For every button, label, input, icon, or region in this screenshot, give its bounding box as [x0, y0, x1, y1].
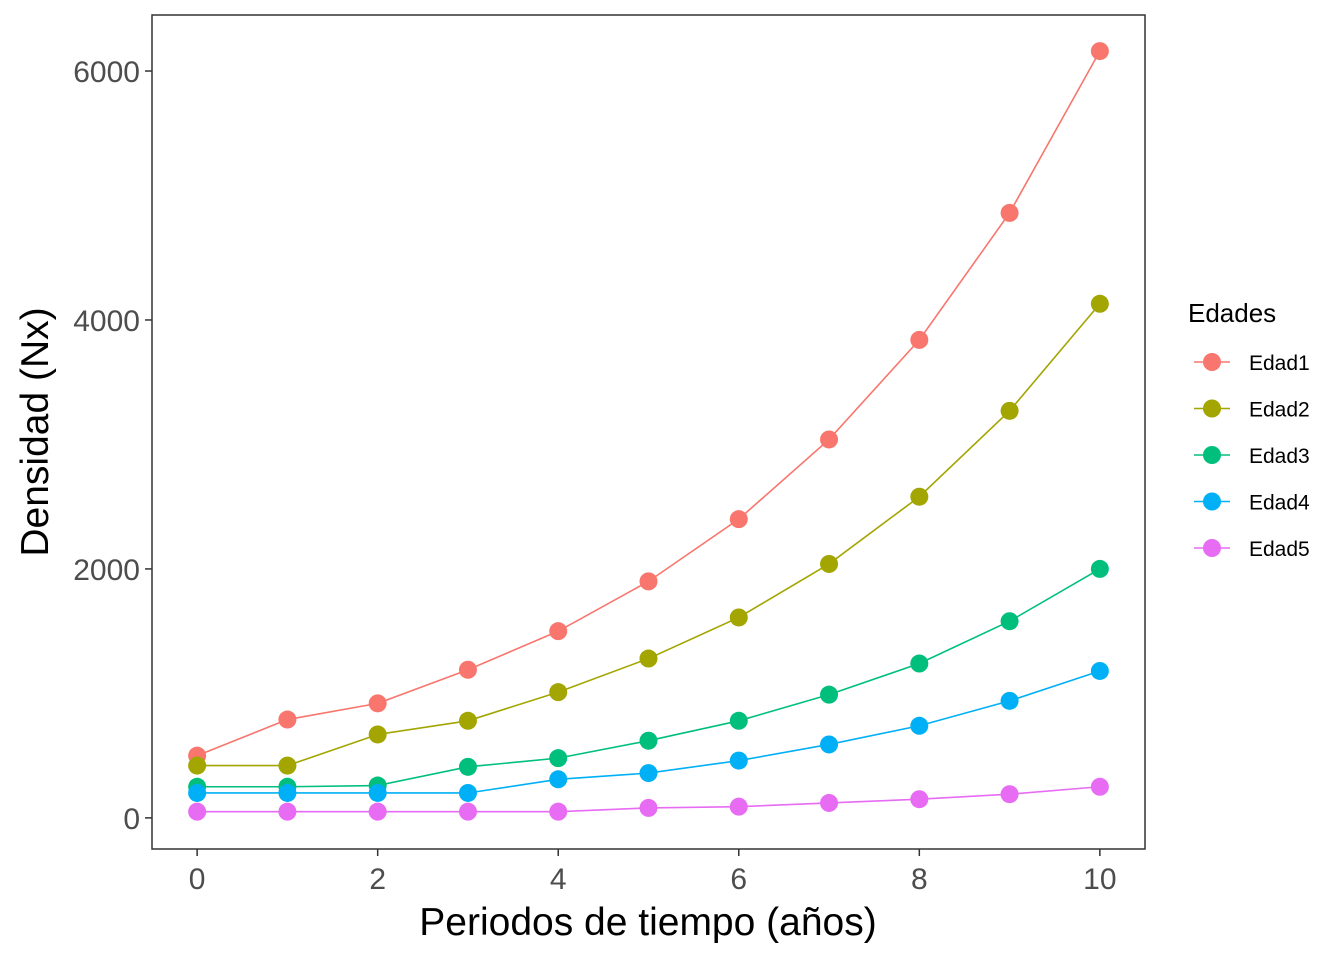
x-tick-label: 10	[1083, 863, 1116, 896]
legend-title: Edades	[1188, 298, 1276, 328]
legend-label: Edad4	[1249, 492, 1310, 515]
y-tick-label: 4000	[73, 305, 140, 338]
data-point	[458, 783, 477, 802]
data-point	[368, 725, 387, 744]
data-point	[639, 572, 658, 591]
data-point	[820, 554, 839, 573]
x-axis: 0 2 4 6 8 10	[189, 849, 1117, 896]
data-point	[639, 798, 658, 817]
data-point	[549, 770, 568, 789]
series-layer	[188, 42, 1109, 821]
data-point	[820, 735, 839, 754]
data-point	[549, 749, 568, 768]
legend-label: Edad1	[1249, 352, 1310, 375]
y-axis: 0 2000 4000 6000	[73, 56, 152, 836]
data-point	[278, 783, 297, 802]
data-point	[1090, 661, 1109, 680]
series-edad2	[188, 294, 1109, 775]
plot-panel	[151, 14, 1146, 850]
series-edad5	[188, 777, 1109, 821]
data-point	[910, 790, 929, 809]
legend-label: Edad5	[1249, 538, 1310, 561]
x-tick-label: 2	[369, 863, 386, 896]
data-point	[639, 764, 658, 783]
legend-item-edad2: Edad2	[1194, 399, 1310, 422]
legend: Edades Edad1 Edad2 Edad3 Edad4 Edad5	[1188, 298, 1310, 561]
data-point	[729, 608, 748, 627]
data-point	[1090, 42, 1109, 61]
x-tick-label: 6	[730, 863, 747, 896]
data-point	[820, 685, 839, 704]
legend-label: Edad2	[1249, 399, 1310, 422]
legend-key-point	[1203, 446, 1221, 464]
data-point	[910, 716, 929, 735]
legend-key-point	[1203, 399, 1221, 418]
data-point	[188, 802, 207, 821]
data-point	[188, 783, 207, 802]
data-point	[910, 654, 929, 673]
y-tick-label: 6000	[73, 56, 140, 89]
x-axis-title: Periodos de tiempo (años)	[419, 901, 876, 944]
data-point	[820, 430, 839, 449]
data-point	[549, 622, 568, 641]
x-tick-label: 8	[911, 863, 928, 896]
legend-key-point	[1203, 539, 1221, 557]
legend-item-edad4: Edad4	[1194, 492, 1310, 515]
legend-item-edad3: Edad3	[1194, 445, 1310, 468]
data-point	[458, 711, 477, 730]
y-tick-label: 0	[123, 803, 140, 836]
legend-item-edad5: Edad5	[1194, 538, 1310, 561]
x-tick-label: 0	[189, 863, 206, 896]
data-point	[278, 756, 297, 775]
data-point	[820, 793, 839, 812]
data-point	[549, 683, 568, 702]
data-point	[729, 510, 748, 529]
data-point	[639, 649, 658, 668]
data-point	[910, 330, 929, 349]
data-point	[639, 731, 658, 750]
data-point	[1000, 785, 1019, 804]
data-point	[368, 802, 387, 821]
data-point	[278, 710, 297, 729]
y-axis-title: Densidad (Nx)	[14, 307, 57, 556]
y-tick-label: 2000	[73, 554, 140, 587]
data-point	[1090, 294, 1109, 313]
legend-key-point	[1203, 353, 1221, 371]
data-point	[458, 757, 477, 776]
data-point	[458, 660, 477, 679]
data-point	[1000, 612, 1019, 631]
data-point	[1090, 777, 1109, 796]
data-point	[729, 711, 748, 730]
data-point	[1090, 559, 1109, 578]
data-point	[368, 783, 387, 802]
data-point	[910, 487, 929, 506]
series-edad3	[188, 559, 1109, 796]
legend-key-point	[1203, 492, 1221, 511]
data-point	[729, 751, 748, 770]
legend-item-edad1: Edad1	[1194, 352, 1310, 375]
data-point	[278, 802, 297, 821]
legend-label: Edad3	[1249, 445, 1310, 468]
data-point	[458, 802, 477, 821]
data-point	[1000, 691, 1019, 710]
data-point	[549, 802, 568, 821]
data-point	[1000, 203, 1019, 222]
series-edad4	[188, 661, 1109, 802]
data-point	[368, 694, 387, 713]
data-point	[729, 797, 748, 816]
x-tick-label: 4	[550, 863, 567, 896]
data-point	[1000, 401, 1019, 420]
data-point	[188, 756, 207, 775]
